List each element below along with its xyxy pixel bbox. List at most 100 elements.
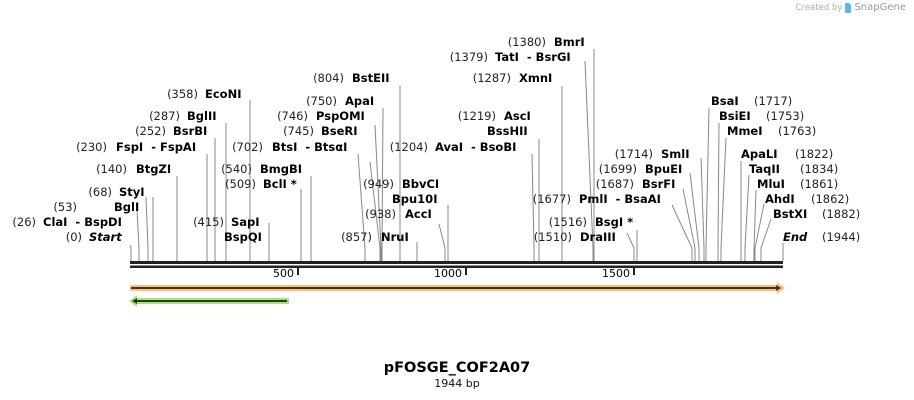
site-name-pspomi[interactable]: PspOMI [316, 109, 365, 123]
site-pos: (1862) [811, 192, 849, 206]
site-name-btgzi[interactable]: BtgZI [136, 162, 171, 176]
site-name-draiii[interactable]: DraIII [580, 230, 616, 244]
site-name-bglii[interactable]: BglII [187, 109, 217, 123]
site-pos: (938) [365, 207, 396, 221]
site-name-xmni[interactable]: XmnI [519, 71, 552, 85]
feature-green-reverse[interactable] [129, 295, 289, 307]
site-name-bseri[interactable]: BseRI [321, 124, 358, 138]
site-name-apali[interactable]: ApaLI [741, 147, 778, 161]
site-name-bpu10i[interactable]: Bpu10I [392, 192, 437, 206]
site-pos: (702) [232, 140, 263, 154]
site-pos: (1687) [596, 177, 634, 191]
sequence-backbone-top [130, 261, 783, 264]
site-pos: (1717) [754, 94, 792, 108]
site-name-bsteii[interactable]: BstEII [352, 71, 390, 85]
site-name-sapi[interactable]: SapI [231, 215, 260, 229]
site-pos: (1834) [800, 162, 838, 176]
site-pos: (1677) [533, 192, 571, 206]
site-name-bsai[interactable]: BsaI [711, 94, 739, 108]
site-pos: (1380) [508, 35, 546, 49]
site-name-styi[interactable]: StyI [119, 185, 145, 199]
site-name-bsshii[interactable]: BssHII [487, 124, 528, 138]
site-pos: (1882) [822, 207, 860, 221]
site-pos: (230) [76, 140, 107, 154]
site-pos: (26) [12, 215, 36, 229]
site-pos: (746) [277, 109, 308, 123]
site-pos: (1204) [390, 140, 428, 154]
site-name-start[interactable]: Start [89, 230, 122, 244]
site-name-smli[interactable]: SmlI [661, 147, 690, 161]
site-pos: (1944) [822, 230, 860, 244]
site-name-bspqi[interactable]: BspQI [224, 230, 262, 244]
site-pos: (287) [149, 109, 180, 123]
site-pos: (252) [135, 124, 166, 138]
ruler-label-1000: 1000 [434, 267, 462, 280]
credit-prefix: Created by [795, 2, 843, 13]
feature-orange[interactable] [130, 282, 785, 294]
site-name-ahdi[interactable]: AhdI [765, 192, 795, 206]
ruler: 500 1000 1500 [273, 267, 635, 280]
site-name-apai[interactable]: ApaI [345, 94, 374, 108]
site-pos: (358) [167, 87, 198, 101]
site-name-bgli[interactable]: BglI [114, 200, 139, 214]
site-lines [129, 49, 784, 261]
site-pos: (1287) [473, 71, 511, 85]
site-pos: (1510) [534, 230, 572, 244]
ruler-tick-1000 [465, 268, 467, 275]
site-pos: (949) [363, 177, 394, 191]
site-name-tati[interactable]: TatI - BsrGI [495, 50, 571, 64]
site-name-btsi[interactable]: BtsI - BtsαI [272, 140, 347, 154]
site-name-bsiei[interactable]: BsiEI [719, 109, 751, 123]
plasmid-name: pFOSGE_COF2A07 [383, 360, 531, 376]
site-pos: (1379) [450, 50, 488, 64]
site-name-acci[interactable]: AccI [405, 207, 432, 221]
sequence-backbone-bottom [130, 265, 783, 268]
site-name-bpuei[interactable]: BpuEI [645, 162, 682, 176]
site-name-bcli[interactable]: BclI * [263, 177, 297, 191]
site-pos: (1219) [458, 109, 496, 123]
snapgene-credit: Created by SnapGene [796, 2, 906, 13]
site-pos: (68) [88, 185, 112, 199]
site-pos: (140) [96, 162, 127, 176]
site-pos: (857) [341, 230, 372, 244]
site-name-fspi[interactable]: FspI - FspAI [116, 140, 196, 154]
site-pos: (53) [53, 200, 77, 214]
site-name-bsgi[interactable]: BsgI * [595, 215, 633, 229]
site-name-bmgbi[interactable]: BmgBI [260, 162, 302, 176]
site-pos: (1753) [766, 109, 804, 123]
plasmid-length: 1944 bp [434, 377, 480, 390]
site-name-nrui[interactable]: NruI [381, 230, 409, 244]
site-pos: (1516) [549, 215, 587, 229]
ruler-tick-1500 [633, 268, 635, 275]
ruler-tick-500 [297, 268, 299, 275]
site-name-bsrfi[interactable]: BsrFI [642, 177, 675, 191]
site-name-mlui[interactable]: MluI [757, 177, 785, 191]
site-pos: (1699) [599, 162, 637, 176]
site-pos: (1714) [615, 147, 653, 161]
site-pos: (509) [225, 177, 256, 191]
site-pos: (745) [283, 124, 314, 138]
site-name-bsrbi[interactable]: BsrBI [173, 124, 207, 138]
site-pos: (750) [306, 94, 337, 108]
site-name-pmli[interactable]: PmlI - BsaAI [579, 192, 661, 206]
site-pos: (415) [193, 215, 224, 229]
snapgene-logo-icon [845, 2, 852, 13]
site-name-bmri[interactable]: BmrI [554, 35, 585, 49]
site-pos: (0) [66, 230, 82, 244]
site-name-clai[interactable]: ClaI - BspDI [43, 215, 122, 229]
site-name-asci[interactable]: AscI [504, 109, 531, 123]
site-pos: (540) [221, 162, 252, 176]
site-name-bbvci[interactable]: BbvCI [402, 177, 439, 191]
site-name-bstxi[interactable]: BstXI [773, 207, 807, 221]
ruler-label-1500: 1500 [602, 267, 630, 280]
site-name-taqii[interactable]: TaqII [749, 162, 780, 176]
site-pos: (804) [313, 71, 344, 85]
site-name-avai[interactable]: AvaI - BsoBI [435, 140, 516, 154]
site-name-end[interactable]: End [783, 230, 808, 244]
credit-brand: SnapGene [854, 2, 906, 13]
site-name-mmei[interactable]: MmeI [727, 124, 763, 138]
site-pos: (1763) [778, 124, 816, 138]
ruler-label-500: 500 [273, 267, 294, 280]
site-name-econi[interactable]: EcoNI [205, 87, 241, 101]
